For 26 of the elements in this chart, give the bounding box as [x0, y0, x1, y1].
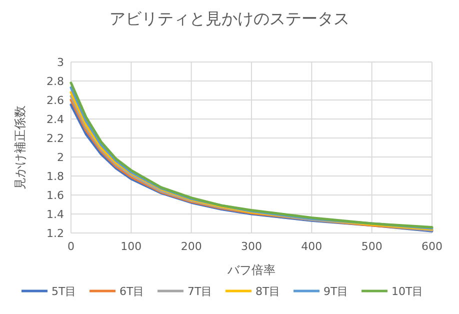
legend-label: 9T目 — [324, 285, 348, 298]
legend-label: 10T目 — [392, 285, 424, 298]
legend-label: 8T目 — [256, 285, 280, 298]
legend-label: 5T目 — [52, 285, 76, 298]
x-tick-label: 200 — [180, 240, 202, 253]
y-tick-label: 1.6 — [46, 189, 64, 202]
y-tick-label: 2 — [57, 151, 64, 164]
x-tick-label: 400 — [301, 240, 322, 253]
y-tick-label: 2.6 — [46, 94, 64, 107]
legend-label: 7T目 — [188, 285, 212, 298]
y-tick-label: 1.4 — [46, 208, 64, 221]
y-tick-label: 3 — [57, 56, 64, 69]
x-tick-label: 300 — [241, 240, 262, 253]
x-tick-label: 0 — [68, 240, 74, 253]
y-tick-label: 2.2 — [46, 132, 64, 145]
chart-title: アビリティと見かけのステータス — [110, 9, 350, 28]
x-tick-label: 600 — [422, 240, 442, 253]
y-axis-title: 見かけ補正係数 — [13, 106, 27, 190]
y-tick-label: 1.8 — [46, 170, 64, 183]
y-tick-label: 2.4 — [46, 113, 64, 126]
legend-label: 6T目 — [120, 285, 144, 298]
y-tick-label: 2.8 — [46, 75, 64, 88]
x-tick-label: 100 — [120, 240, 142, 253]
x-axis-title: バフ倍率 — [226, 263, 276, 277]
y-tick-label: 1.2 — [46, 227, 64, 240]
x-tick-label: 500 — [361, 240, 382, 253]
